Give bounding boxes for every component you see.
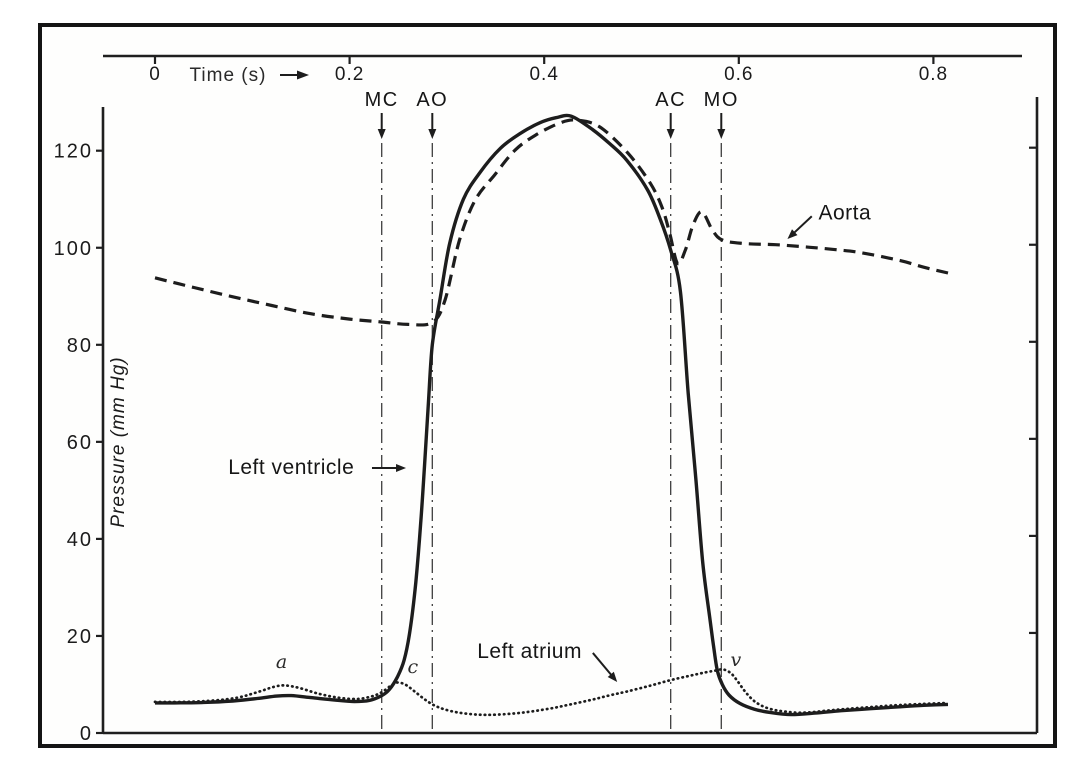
valve-arrow-MO (717, 113, 726, 139)
left-atrium-label: Left atrium (477, 640, 618, 683)
curve-aorta (154, 118, 949, 327)
v-wave-label-text: v (731, 649, 742, 671)
time-axis-arrow-icon (280, 70, 309, 80)
pressure-curves-layer (153, 113, 950, 717)
curve-left-ventricle (154, 113, 949, 717)
valve-event-AC: AC (655, 89, 686, 733)
valve-label-MC: MC (365, 89, 399, 111)
aorta-label-text: Aorta (819, 201, 872, 224)
a-wave-label: a (276, 651, 287, 673)
pressure-tick-label-40: 40 (67, 529, 93, 551)
pressure-tick-label-60: 60 (67, 432, 93, 454)
pressure-tick-label-120: 120 (54, 141, 93, 163)
axis-ticks-layer: 0 0.2 0.4 0.6 0.8 0 20 40 60 80 100 120 (54, 56, 1037, 745)
left-ventricle-label-arrow-head (396, 464, 407, 473)
valve-arrow-AO (428, 113, 437, 139)
valve-event-markers-layer: MC AO AC MO (365, 89, 739, 733)
time-tick-label-0.6: 0.6 (724, 64, 753, 85)
left-ventricle-label: Left ventricle (228, 456, 407, 479)
valve-label-MO: MO (704, 89, 739, 111)
left-ventricle-label-arrow (371, 464, 407, 473)
pressure-tick-label-100: 100 (54, 238, 93, 260)
valve-event-MC: MC (365, 89, 399, 733)
valve-event-MO: MO (704, 89, 739, 733)
left-atrium-label-arrow-head (607, 671, 618, 683)
figure-frame (38, 23, 1057, 748)
x-axis-title: Time (s) (190, 65, 267, 86)
valve-arrow-AC (666, 113, 675, 139)
time-tick-label-0.8: 0.8 (919, 64, 948, 85)
annotations-layer: Left ventricle Left atrium Aorta a c v (228, 201, 872, 683)
valve-arrow-AC-head (666, 129, 675, 139)
valve-arrow-MC-head (377, 129, 386, 139)
c-wave-label-text: c (408, 656, 419, 678)
curve-left-atrium (153, 667, 950, 717)
y-axis-title: Pressure (mm Hg) (108, 356, 129, 527)
valve-arrow-MO-head (717, 129, 726, 139)
pressure-tick-label-20: 20 (67, 626, 93, 648)
valve-label-AO: AO (416, 89, 448, 111)
time-tick-label-0.2: 0.2 (335, 64, 364, 85)
pressure-tick-label-80: 80 (67, 335, 93, 357)
valve-event-AO: AO (416, 89, 448, 733)
time-tick-label-0.4: 0.4 (529, 64, 558, 85)
pressure-tick-label-0: 0 (80, 723, 93, 745)
left-ventricle-label-text: Left ventricle (228, 456, 354, 479)
valve-arrow-AO-head (428, 129, 437, 139)
valve-arrow-MC (377, 113, 386, 139)
left-atrium-label-arrow-shaft (592, 652, 613, 677)
v-wave-label: v (731, 649, 742, 671)
left-atrium-label-arrow (592, 652, 618, 683)
aorta-label-arrow (787, 215, 813, 240)
c-wave-label: c (408, 656, 419, 678)
time-tick-label-0: 0 (149, 64, 161, 85)
aorta-label-arrow-shaft (792, 215, 813, 235)
left-atrium-label-text: Left atrium (477, 640, 582, 663)
a-wave-label-text: a (276, 651, 287, 673)
aorta-label-arrow-head (787, 229, 798, 240)
valve-label-AC: AC (655, 89, 686, 111)
aorta-label: Aorta (787, 201, 872, 240)
